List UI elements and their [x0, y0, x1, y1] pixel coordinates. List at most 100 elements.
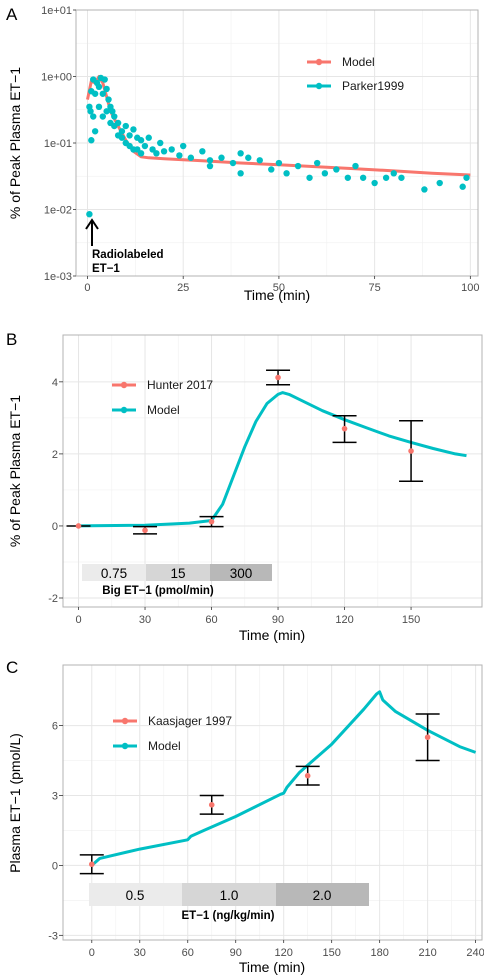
dose-value-2: 15 — [170, 566, 185, 581]
data-point-parker1999 — [237, 170, 244, 177]
x-tick-label: 30 — [139, 614, 151, 626]
data-point-parker1999 — [359, 174, 367, 181]
panel-a-y-label: % of Peak Plasma ET−1 — [7, 67, 23, 219]
data-point-parker1999 — [275, 159, 283, 167]
data-point-parker1999 — [199, 148, 206, 155]
panel-c-x-label: Time (min) — [239, 959, 305, 975]
panel-a-x-ticks: 0 25 50 75 100 — [84, 276, 480, 294]
panel-a-data — [86, 74, 471, 218]
data-point-parker1999 — [103, 85, 110, 93]
panel-a: A Radiolabeled ET−1 Model Parker1999 1e-… — [6, 5, 480, 303]
annotation-line-2: ET−1 — [92, 263, 120, 275]
annotation-line-1: Radiolabeled — [92, 249, 164, 261]
data-point-hunter-2017 — [142, 527, 148, 534]
panel-a-y-ticks: 1e-03 1e-02 1e-01 1e+00 1e+01 — [41, 5, 76, 283]
dose-value-3: 2.0 — [313, 888, 332, 903]
series-line-model — [78, 391, 467, 528]
data-point-hunter-2017 — [75, 523, 82, 529]
data-point-parker1999 — [114, 119, 122, 127]
data-point-parker1999 — [333, 166, 340, 173]
panel-b: B 0.75 15 300 Big ET−1 (pmol/min) Hunter… — [6, 330, 483, 643]
data-point-kaasjager-1997 — [88, 861, 95, 868]
legend-model-point — [120, 406, 128, 414]
panel-b-dose-bar: 0.75 15 300 Big ET−1 (pmol/min) — [82, 564, 272, 597]
y-tick-label: 6 — [52, 721, 58, 733]
x-tick-label: 0 — [75, 614, 81, 626]
x-tick-label: 90 — [230, 947, 242, 959]
data-point-parker1999 — [101, 76, 108, 83]
data-point-parker1999 — [256, 157, 263, 164]
data-point-parker1999 — [371, 179, 378, 187]
y-tick-label: -2 — [48, 593, 58, 605]
data-point-parker1999 — [283, 170, 290, 177]
data-point-parker1999 — [463, 174, 470, 181]
y-tick-label: 1e-03 — [44, 271, 72, 283]
data-point-parker1999 — [352, 162, 359, 170]
legend-parker-label: Parker1999 — [342, 79, 404, 93]
x-tick-label: 75 — [369, 282, 381, 294]
data-point-parker1999 — [95, 83, 103, 91]
data-point-parker1999 — [306, 174, 313, 181]
y-tick-label: 1e-01 — [44, 138, 72, 150]
y-tick-label: 2 — [52, 449, 58, 461]
dose-block-2 — [146, 564, 210, 581]
data-point-parker1999 — [153, 150, 160, 157]
panel-b-x-ticks: 0 30 60 90 120 150 — [75, 607, 420, 626]
data-point-hunter-2017 — [341, 425, 348, 432]
y-tick-label: -3 — [48, 930, 58, 942]
data-point-parker1999 — [86, 210, 93, 218]
data-point-parker1999 — [145, 134, 152, 141]
x-tick-label: 120 — [275, 947, 293, 959]
panel-a-x-label: Time (min) — [244, 287, 310, 303]
x-tick-label: 90 — [272, 614, 284, 626]
y-tick-label: 1e+00 — [41, 72, 72, 84]
series-line-model — [90, 690, 477, 867]
data-point-parker1999 — [229, 159, 237, 167]
data-point-parker1999 — [294, 162, 302, 170]
data-point-hunter-2017 — [208, 518, 215, 525]
data-point-parker1999 — [130, 126, 137, 133]
y-tick-label: 0 — [52, 860, 58, 872]
panel-b-data — [66, 369, 467, 535]
data-point-parker1999 — [390, 170, 397, 177]
data-point-parker1999 — [105, 96, 112, 103]
data-point-parker1999 — [157, 139, 164, 147]
panel-b-y-label: % of Peak Plasma ET−1 — [7, 395, 23, 547]
legend-model-point — [121, 742, 129, 750]
x-tick-label: 25 — [177, 282, 189, 294]
panel-letter-a: A — [6, 5, 18, 24]
legend-kaasjager-label: Kaasjager 1997 — [148, 714, 232, 728]
data-point-parker1999 — [314, 159, 321, 167]
data-point-parker1999 — [187, 154, 195, 161]
x-tick-label: 0 — [89, 947, 95, 959]
data-point-kaasjager-1997 — [424, 734, 431, 741]
panel-a-legend: Model Parker1999 — [307, 55, 404, 93]
panel-c-y-label: Plasma ET−1 (pmol/L) — [7, 733, 23, 873]
panel-c-legend: Kaasjager 1997 Model — [113, 714, 232, 753]
dose-block-1 — [82, 564, 146, 581]
panel-c-dose-bar: 0.5 1.0 2.0 ET−1 (ng/kg/min) — [89, 883, 369, 922]
data-point-parker1999 — [160, 148, 168, 155]
dose-value-3: 300 — [230, 566, 253, 581]
x-tick-label: 210 — [418, 947, 436, 959]
data-point-parker1999 — [180, 142, 187, 150]
data-point-parker1999 — [206, 157, 214, 164]
legend-model-label: Model — [148, 739, 181, 753]
legend-parker-point — [315, 82, 323, 90]
data-point-parker1999 — [99, 113, 107, 120]
data-point-parker1999 — [237, 150, 244, 157]
data-point-kaasjager-1997 — [304, 772, 311, 779]
panel-c: C 0.5 1.0 2.0 ET−1 (ng/kg/min) Kaasjager… — [6, 658, 484, 975]
y-tick-label: 0 — [52, 521, 58, 533]
data-point-parker1999 — [176, 152, 183, 159]
data-point-parker1999 — [137, 137, 145, 144]
panel-letter-c: C — [6, 658, 18, 677]
dose-value-2: 1.0 — [220, 888, 239, 903]
dose-block-3 — [276, 883, 369, 906]
data-point-parker1999 — [421, 186, 428, 193]
panel-c-y-ticks: -3 0 3 6 — [48, 721, 63, 942]
legend-model-point — [315, 58, 323, 66]
data-point-parker1999 — [91, 90, 99, 97]
y-tick-label: 1e+01 — [41, 5, 72, 17]
